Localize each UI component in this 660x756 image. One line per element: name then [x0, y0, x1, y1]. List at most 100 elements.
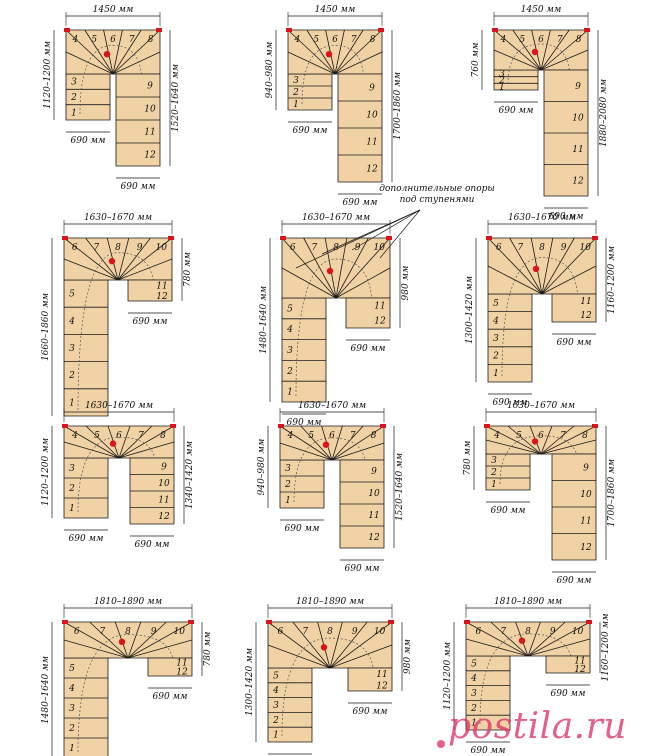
- step-number: 7: [312, 243, 318, 253]
- step-number: 7: [351, 35, 357, 45]
- winder-edge: [65, 51, 114, 75]
- dimension-bottom-left-label: 690 мм: [285, 524, 320, 534]
- dimension-bottom-right-label: 690 мм: [557, 576, 592, 586]
- winder-edge: [335, 237, 369, 299]
- step-number: 12: [156, 292, 168, 302]
- step-number: 8: [115, 243, 121, 253]
- post-marker: [168, 236, 174, 240]
- post-marker: [62, 424, 68, 428]
- dimension-right-label: 1160–1200 мм: [607, 246, 617, 314]
- annotation-pointer: [321, 209, 421, 255]
- winder-edge: [512, 29, 542, 71]
- winder-edge: [112, 29, 161, 75]
- dimension-left-label: 1120–1200 мм: [443, 642, 453, 710]
- step-number: 11: [368, 511, 379, 521]
- winder-edge: [287, 29, 336, 75]
- step-number: 9: [550, 627, 556, 637]
- step-number: 8: [539, 243, 545, 253]
- winder-edge: [334, 29, 383, 75]
- winder-edge: [334, 51, 383, 75]
- step-number: 11: [156, 281, 167, 291]
- winder-edge: [527, 621, 541, 657]
- winder-edge: [85, 237, 119, 281]
- step-number: 5: [91, 35, 97, 45]
- step-number: 1: [69, 398, 75, 408]
- step-number: 2: [272, 716, 279, 726]
- dimension-right-label: 1340–1420 мм: [185, 441, 195, 509]
- post-marker: [592, 236, 598, 240]
- annotation-pointer: [351, 209, 421, 251]
- step-number: 11: [144, 128, 155, 138]
- dimension-right-label: 1700–1860 мм: [607, 459, 617, 527]
- post-marker: [266, 620, 272, 624]
- dimension-bottom-right-label: 690 мм: [133, 317, 168, 327]
- step-number: 5: [308, 431, 314, 441]
- winder-edge: [63, 441, 120, 459]
- dimension-left-label: 1660–1860 мм: [41, 293, 51, 361]
- winder-edge: [117, 258, 173, 281]
- dimension-top-label: 1630–1670 мм: [507, 401, 575, 411]
- dimension-bottom-right-label: 690 мм: [135, 540, 170, 550]
- step-number: 8: [327, 627, 333, 637]
- step-number: 1: [493, 369, 499, 379]
- dimension-left-label: 1120–1200 мм: [43, 41, 53, 109]
- step-number: 3: [493, 334, 499, 344]
- step-number: 4: [294, 35, 301, 45]
- dimension-bottom-left-label: 690 мм: [471, 746, 506, 756]
- dimension-left-label: 1300–1420 мм: [465, 276, 475, 344]
- winder-edge: [267, 644, 331, 669]
- post-marker: [156, 28, 162, 32]
- dimension-right-label: 1520–1640 мм: [395, 453, 405, 521]
- dimension-left-label: 1480–1640 мм: [259, 286, 269, 354]
- step-number: 1: [273, 731, 279, 741]
- step-number: 2: [492, 352, 499, 362]
- winder-edge: [112, 29, 123, 75]
- step-number: 11: [580, 297, 591, 307]
- support-point: [320, 644, 328, 651]
- step-number: 5: [516, 431, 522, 441]
- watermark: postila.ru: [448, 706, 627, 747]
- step-number: 10: [579, 243, 591, 253]
- dimension-right-label: 1700–1860 мм: [393, 72, 403, 140]
- step-number: 12: [144, 151, 156, 161]
- supports-annotation: дополнительные опоры под ступенями: [372, 184, 502, 206]
- winder-edge: [117, 237, 130, 281]
- post-marker: [592, 424, 598, 428]
- step-number: 1: [499, 83, 505, 93]
- post-marker: [278, 424, 284, 428]
- step-number: 4: [287, 431, 294, 441]
- step-number: 11: [158, 495, 169, 505]
- step-number: 7: [100, 627, 106, 637]
- step-number: 12: [574, 665, 586, 675]
- dimension-right-label: 980 мм: [401, 266, 411, 301]
- dimension-top-label: 1450 мм: [93, 5, 134, 15]
- dimension-bottom-left-label: 690 мм: [493, 398, 528, 408]
- dimension-right-label: 1880–2080 мм: [599, 79, 609, 147]
- post-marker: [62, 620, 68, 624]
- dimension-bottom-left-label: 690 мм: [71, 136, 106, 146]
- dimension-bottom-left-label: 690 мм: [287, 418, 322, 428]
- watermark-dot: [437, 740, 445, 748]
- step-number: 5: [69, 290, 75, 300]
- step-number: 1: [293, 100, 299, 110]
- winder-edge: [127, 639, 193, 659]
- winder-edge: [540, 49, 589, 71]
- dimension-top-label: 1630–1670 мм: [85, 401, 153, 411]
- step-number: 10: [155, 243, 167, 253]
- dimension-bottom-left-label: 690 мм: [491, 506, 526, 516]
- step-number: 1: [69, 744, 75, 754]
- step-number: 6: [72, 243, 78, 253]
- winder-edge: [281, 267, 337, 299]
- post-marker: [380, 424, 386, 428]
- dimension-bottom-right-label: 690 мм: [557, 338, 592, 348]
- winder-edge: [527, 638, 591, 657]
- post-marker: [62, 236, 68, 240]
- winder-edge: [279, 442, 333, 461]
- step-number: 10: [144, 105, 156, 115]
- step-number: 11: [376, 670, 387, 680]
- winder-edge: [63, 258, 119, 281]
- support-point: [325, 51, 333, 58]
- step-number: 9: [369, 84, 375, 94]
- step-number: 6: [278, 627, 284, 637]
